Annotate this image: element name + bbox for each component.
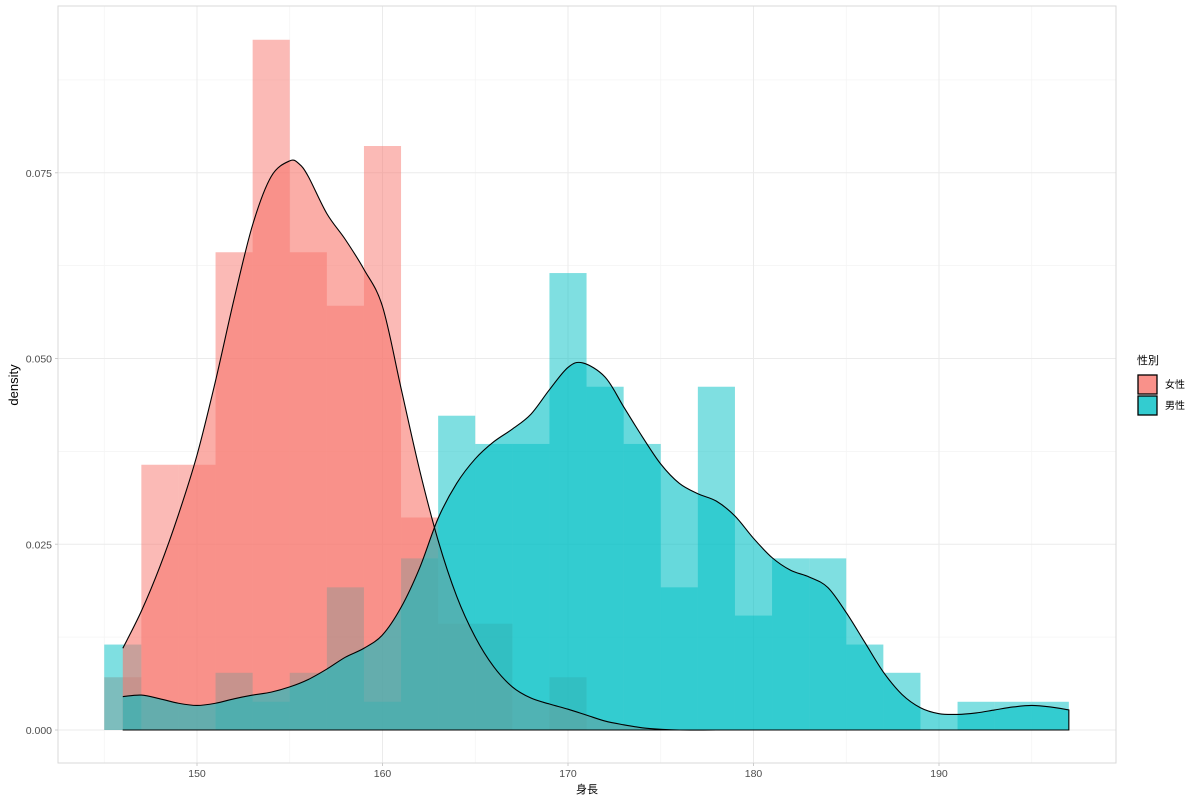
- x-tick-label: 150: [188, 768, 206, 780]
- density-line-male: [122, 361, 1070, 731]
- density-area-male: [122, 362, 1069, 730]
- density-area-female: [122, 160, 1069, 731]
- density-curves: [122, 159, 1070, 731]
- x-tick-label: 190: [930, 768, 948, 780]
- legend-label-male: 男性: [1165, 399, 1185, 412]
- legend-title: 性別: [1137, 353, 1159, 367]
- x-tick-label: 170: [559, 768, 577, 780]
- x-tick-label: 180: [745, 768, 763, 780]
- y-tick-label: 0.025: [26, 539, 52, 551]
- legend-swatch-female: [1137, 374, 1158, 395]
- x-axis: 150 160 170 180 190: [188, 763, 948, 780]
- legend-swatch-male: [1137, 395, 1158, 416]
- legend-label-female: 女性: [1165, 378, 1185, 391]
- y-tick-label: 0.050: [26, 354, 52, 366]
- x-axis-title: 身長: [576, 782, 598, 796]
- x-tick-label: 160: [374, 768, 392, 780]
- y-axis-title: density: [6, 364, 21, 406]
- y-tick-label: 0.075: [26, 168, 52, 180]
- y-axis: 0.000 0.025 0.050 0.075: [26, 168, 58, 737]
- y-tick-label: 0.000: [26, 725, 52, 737]
- panel-border: [57, 5, 1117, 764]
